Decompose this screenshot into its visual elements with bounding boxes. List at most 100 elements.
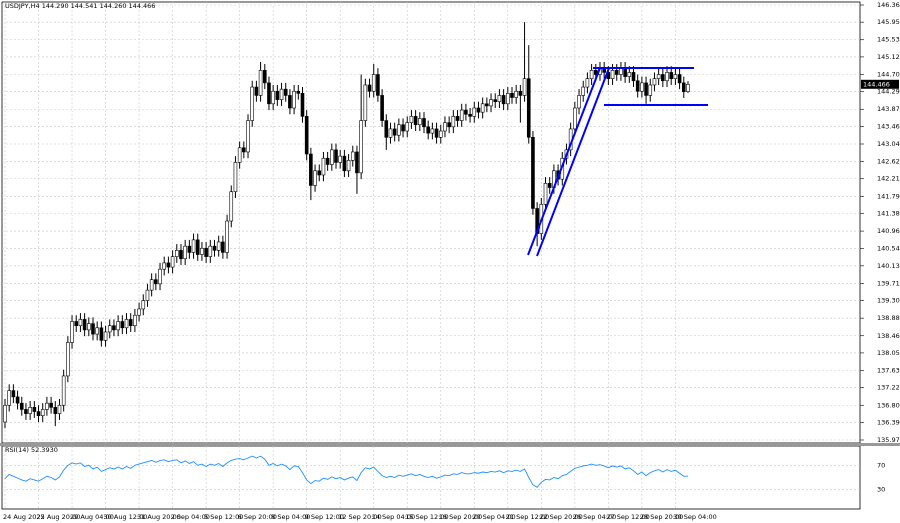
candle-body — [589, 70, 594, 79]
candle-body — [271, 90, 275, 105]
candle-body — [288, 95, 292, 109]
candle-body — [497, 95, 502, 103]
candle-body — [476, 107, 481, 113]
y-tick-label: 144.700 — [877, 70, 900, 78]
candle-body — [681, 82, 686, 92]
candle-body — [66, 342, 70, 377]
candle-body — [376, 74, 380, 96]
candle-body — [57, 404, 62, 414]
candle-body — [212, 245, 217, 251]
candle-body — [363, 84, 368, 121]
candle-body — [19, 402, 24, 410]
candle-body — [405, 122, 410, 132]
candle-body — [28, 407, 32, 414]
candle-body — [338, 155, 343, 163]
candle-body — [418, 118, 422, 126]
x-tick-label: 15 Sep 12:00 — [405, 513, 448, 521]
candle-body — [208, 245, 213, 257]
candle-body — [133, 314, 137, 327]
candle-body — [627, 72, 632, 77]
candle-body — [522, 78, 527, 96]
y-tick-label: 142.620 — [877, 158, 900, 166]
candle-body — [526, 78, 531, 138]
candle-body — [359, 120, 363, 174]
x-tick-label: 6 Sep 20:00 — [238, 513, 277, 521]
candle-body — [317, 170, 322, 176]
x-tick-label: 24 Aug 2022 — [3, 513, 45, 521]
candle-body — [200, 247, 204, 255]
candle-body — [434, 128, 439, 138]
candle-body — [183, 245, 187, 260]
trendlines — [527, 67, 708, 257]
candle-body — [45, 402, 49, 410]
rsi-line — [4, 455, 688, 488]
candle-body — [619, 67, 623, 75]
x-tick-label: 28 Sep 20:00 — [640, 513, 683, 521]
candle-body — [254, 86, 259, 96]
candle-body — [489, 99, 493, 107]
candle-body — [74, 321, 79, 327]
candle-body — [107, 325, 112, 333]
candle-body — [573, 107, 577, 130]
x-tick-label: 9 Sep 12:00 — [305, 513, 344, 521]
candle-body — [686, 83, 690, 92]
x-tick-label: 25 Aug 20:00 — [37, 513, 81, 521]
candle-body — [388, 128, 393, 138]
candle-body — [112, 325, 116, 331]
candle-body — [614, 70, 619, 75]
y-tick-label: 140.960 — [877, 227, 900, 235]
candle-body — [485, 103, 489, 107]
y-tick-label: 144.290 — [877, 88, 900, 96]
candle-body — [24, 409, 28, 414]
candle-body — [170, 256, 175, 268]
candle-body — [279, 88, 284, 100]
candle-body — [225, 220, 229, 253]
candle-body — [3, 404, 7, 423]
x-tick-label: 26 Sep 04:00 — [573, 513, 616, 521]
candle-body — [610, 70, 615, 79]
candle-body — [296, 90, 301, 94]
x-tick-label: 30 Sep 04:00 — [673, 513, 716, 521]
last-price-box — [861, 79, 899, 89]
x-tick-label: 5 Sep 12:00 — [204, 513, 243, 521]
y-tick-label: 137.220 — [877, 384, 900, 392]
y-tick-label: 138.050 — [877, 349, 900, 357]
candle-body — [216, 241, 221, 251]
candle-body — [283, 88, 288, 96]
candle-body — [514, 90, 518, 98]
candle-body — [36, 411, 41, 417]
x-tick-label: 21 Sep 12:00 — [506, 513, 549, 521]
y-tick-label: 139.300 — [877, 297, 900, 305]
candle-body — [15, 396, 20, 404]
y-tick-label: 146.360 — [877, 1, 900, 9]
y-tick-label: 145.530 — [877, 36, 900, 44]
candle-body — [669, 72, 674, 79]
candle-body — [95, 327, 99, 335]
candle-body — [438, 130, 443, 138]
candle-body — [397, 124, 401, 136]
x-tick-label: 30 Aug 12:00 — [104, 513, 148, 521]
candle-body — [355, 151, 359, 174]
candle-body — [426, 126, 430, 134]
y-tick-label: 138.880 — [877, 314, 900, 322]
candle-body — [267, 82, 271, 105]
candle-body — [652, 78, 657, 86]
candle-body — [505, 93, 510, 105]
candle-body — [162, 262, 167, 270]
candle-body — [325, 157, 330, 165]
candle-body — [233, 162, 238, 193]
candle-body — [128, 319, 133, 327]
candle-body — [413, 116, 418, 126]
y-tick-label: 137.630 — [877, 367, 900, 375]
candle-body — [585, 78, 590, 88]
candle-body — [300, 93, 305, 117]
y-tick-label: 145.120 — [877, 53, 900, 61]
candle-body — [304, 116, 309, 155]
candle-body — [581, 86, 586, 96]
y-tick-label: 70 — [877, 461, 885, 469]
candle-body — [677, 74, 682, 84]
candle-body — [531, 137, 535, 209]
x-tick-label: 2 Sep 04:00 — [171, 513, 210, 521]
